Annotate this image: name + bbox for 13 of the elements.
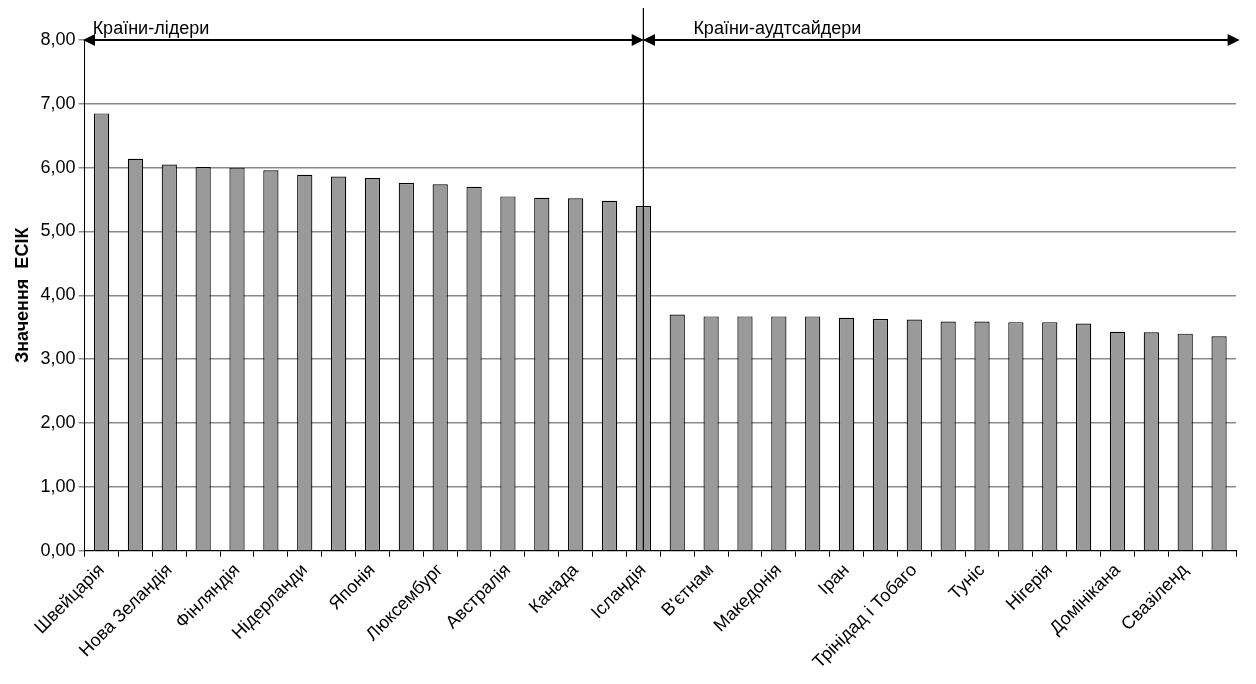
y-tick-label: 1,00 <box>40 475 76 496</box>
y-tick-label: 6,00 <box>40 156 76 177</box>
y-tick-label: 2,00 <box>40 411 76 432</box>
x-tick-label: Іран <box>814 559 853 599</box>
y-tick-label: 8,00 <box>40 28 76 49</box>
y-tick-label: 4,00 <box>40 284 76 305</box>
y-tick-label: 0,00 <box>40 539 76 560</box>
y-tick-label: 3,00 <box>40 348 76 369</box>
y-axis-title: Значення ЕСІК <box>11 226 32 364</box>
text: Країни-лідери <box>92 17 210 38</box>
y-tick-label: 5,00 <box>40 220 76 241</box>
text: Країни-аудтсайдери <box>693 17 862 38</box>
y-tick-label: 7,00 <box>40 92 76 113</box>
